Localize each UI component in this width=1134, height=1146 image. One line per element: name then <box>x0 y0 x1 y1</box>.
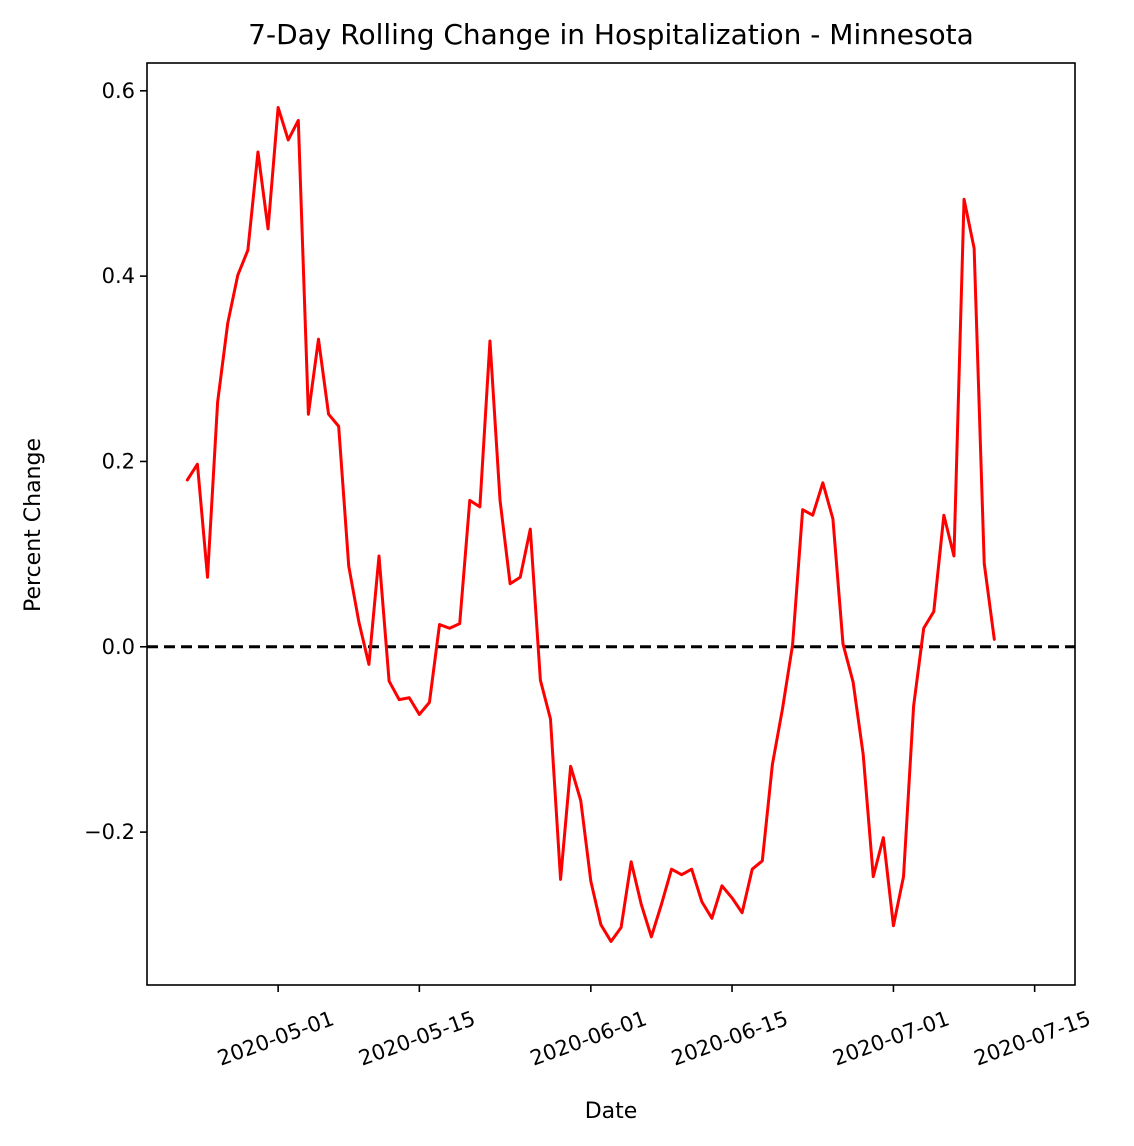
y-tick-label: 0.2 <box>102 449 135 473</box>
x-tick-label: 2020-06-15 <box>668 1006 791 1070</box>
chart-title: 7-Day Rolling Change in Hospitalization … <box>248 18 974 51</box>
plot-frame <box>146 62 1076 986</box>
x-tick-label: 2020-05-01 <box>214 1006 337 1070</box>
x-axis-title: Date <box>585 1099 638 1124</box>
y-tick-label: 0.4 <box>102 264 135 288</box>
y-tick-label: 0.6 <box>102 79 135 103</box>
series-line <box>185 105 996 943</box>
plot-area: 0.6 0.4 0.2 0.0 −0.2 2020-05-01 2020-05-15 2020… <box>84 79 1094 1071</box>
x-tick-label: 2020-07-01 <box>830 1006 953 1070</box>
y-tick-label: 0.0 <box>102 635 135 659</box>
y-axis-title: Percent Change <box>21 438 46 612</box>
x-tick-label: 2020-05-15 <box>356 1006 479 1070</box>
y-tick-label: −0.2 <box>84 820 135 844</box>
x-tick-label: 2020-07-15 <box>971 1006 1094 1070</box>
x-tick-label: 2020-06-01 <box>527 1006 650 1070</box>
